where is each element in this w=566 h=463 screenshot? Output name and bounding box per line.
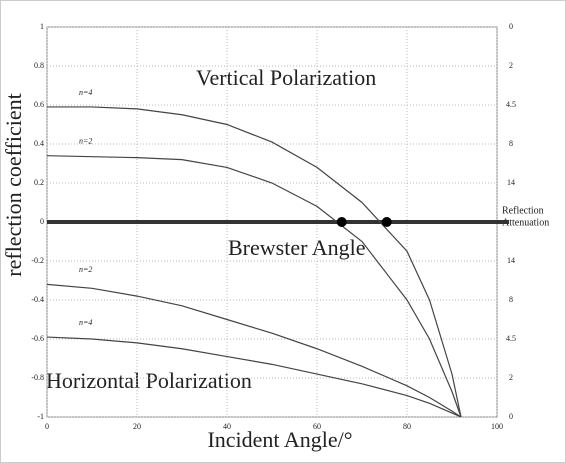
x-axis-label: Incident Angle/° [207,427,352,452]
series-line [46,155,462,418]
y-tick-label: 0.8 [34,61,44,70]
y-tick-label: -0.8 [31,373,44,382]
y-tick-label: 1 [40,22,44,31]
right-tick-label: 0 [509,22,513,31]
x-tick-label: 20 [133,422,141,431]
series-label: n=2 [79,265,92,274]
y-tick-label: -0.4 [31,295,44,304]
right-tick-label: 2 [509,61,513,70]
annotation: Vertical Polarization [196,65,376,90]
brewster-point [381,217,392,227]
y-tick-label: -1 [37,412,44,421]
right-tick-label: 8 [509,295,513,304]
series-label: n=4 [79,318,92,327]
x-tick-label: 40 [223,422,231,431]
annotation: Brewster Angle [228,235,365,260]
right-tick-label: 14 [507,256,515,265]
y-tick-label: 0.2 [34,178,44,187]
right-tick-label: 0 [509,412,513,421]
y-axis-label: reflection coefficient [1,93,26,276]
series-label: n=4 [79,88,92,97]
annotation: Horizontal Polarization [46,368,252,393]
series-line [47,106,462,418]
right-tick-label: 4.5 [506,334,516,343]
x-tick-label: 80 [403,422,411,431]
y-tick-label: 0.6 [34,100,44,109]
right-tick-label: 2 [509,373,513,382]
x-tick-label: 60 [313,422,321,431]
right-label: Reflection [502,205,544,216]
series-line [46,336,462,418]
right-tick-label: 4.5 [506,100,516,109]
series-label: n=2 [79,137,92,146]
right-tick-label: 14 [507,178,515,187]
right-label: Attenuation [502,217,549,228]
y-tick-label: -0.6 [31,334,44,343]
x-tick-label: 0 [45,422,49,431]
right-tick-label: 8 [509,139,513,148]
y-tick-label: -0.2 [31,256,44,265]
series-line [46,283,462,418]
y-tick-label: 0 [40,217,44,226]
brewster-point [336,217,347,227]
x-tick-label: 100 [491,422,503,431]
y-tick-label: 0.4 [34,139,44,148]
